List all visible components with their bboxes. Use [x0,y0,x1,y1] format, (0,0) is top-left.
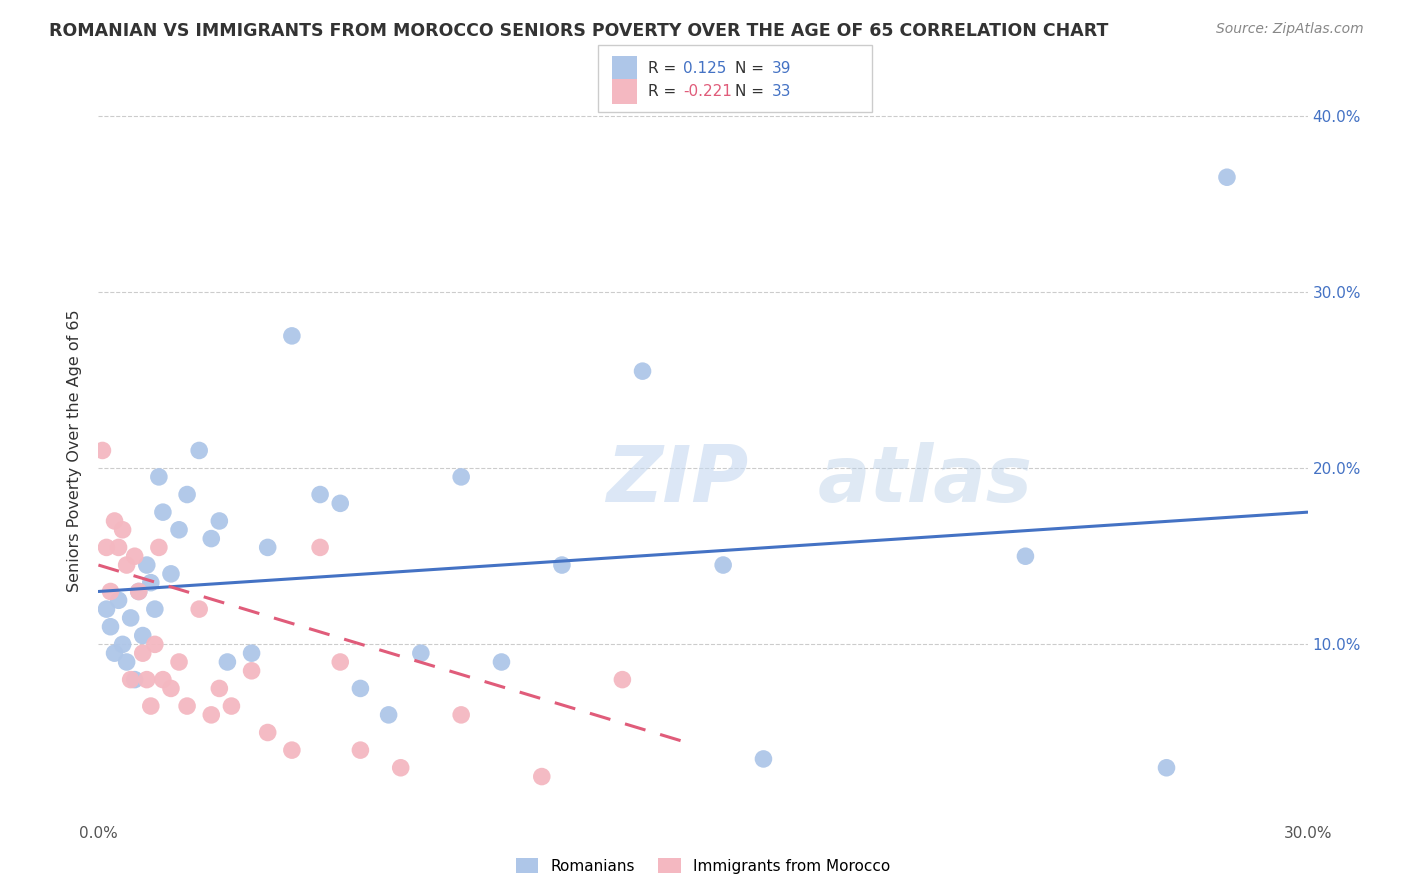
Point [256,725,278,739]
Point [111,523,134,537]
Point [329,655,352,669]
Point [143,602,166,616]
Text: ROMANIAN VS IMMIGRANTS FROM MOROCCO SENIORS POVERTY OVER THE AGE OF 65 CORRELATI: ROMANIAN VS IMMIGRANTS FROM MOROCCO SENI… [49,22,1108,40]
Point [124,673,146,687]
Point [1156,761,1178,775]
Point [409,646,432,660]
Point [450,470,472,484]
Point [100,584,122,599]
Point [120,673,142,687]
Text: 33: 33 [772,85,792,99]
Point [309,541,332,555]
Point [349,743,371,757]
Point [152,505,174,519]
Point [752,752,775,766]
Point [551,558,574,572]
Point [281,743,304,757]
Point [103,514,125,528]
Point [107,593,129,607]
Point [167,655,190,669]
Point [124,549,146,564]
Text: atlas: atlas [818,442,1033,518]
Point [96,602,118,616]
Point [631,364,654,378]
Point [128,584,150,599]
Point [208,681,231,696]
Text: 39: 39 [772,62,792,76]
Point [103,646,125,660]
Point [281,329,304,343]
Point [349,681,371,696]
Point [200,532,222,546]
Point [139,699,162,714]
Point [135,673,157,687]
Point [160,566,183,581]
Point [128,584,150,599]
Point [309,487,332,501]
Y-axis label: Seniors Poverty Over the Age of 65: Seniors Poverty Over the Age of 65 [67,310,83,591]
Point [240,646,263,660]
Point [1014,549,1036,564]
Point [107,541,129,555]
Point [221,699,243,714]
Point [450,707,472,722]
Point [148,470,170,484]
Point [176,487,198,501]
Point [188,443,211,458]
Point [530,770,553,784]
Point [1216,170,1239,185]
Point [167,523,190,537]
Point [208,514,231,528]
Point [217,655,239,669]
Point [91,443,114,458]
Text: 0.125: 0.125 [683,62,727,76]
Point [160,681,183,696]
Point [389,761,412,775]
Point [143,637,166,651]
Text: ZIP: ZIP [606,442,748,518]
Legend: Romanians, Immigrants from Morocco: Romanians, Immigrants from Morocco [509,852,897,880]
Text: N =: N = [735,62,769,76]
Point [377,707,399,722]
Point [152,673,174,687]
Point [176,699,198,714]
Point [256,541,278,555]
Point [120,611,142,625]
Text: N =: N = [735,85,769,99]
Point [111,637,134,651]
Point [139,575,162,590]
Text: Source: ZipAtlas.com: Source: ZipAtlas.com [1216,22,1364,37]
Point [240,664,263,678]
Point [96,541,118,555]
Text: -0.221: -0.221 [683,85,733,99]
Point [132,628,155,642]
Text: R =: R = [648,85,682,99]
Point [115,558,138,572]
Point [200,707,222,722]
Text: R =: R = [648,62,682,76]
Point [188,602,211,616]
Point [329,496,352,510]
Point [148,541,170,555]
Point [132,646,155,660]
Point [491,655,513,669]
Point [100,620,122,634]
Point [135,558,157,572]
Point [711,558,734,572]
Point [115,655,138,669]
Point [612,673,634,687]
